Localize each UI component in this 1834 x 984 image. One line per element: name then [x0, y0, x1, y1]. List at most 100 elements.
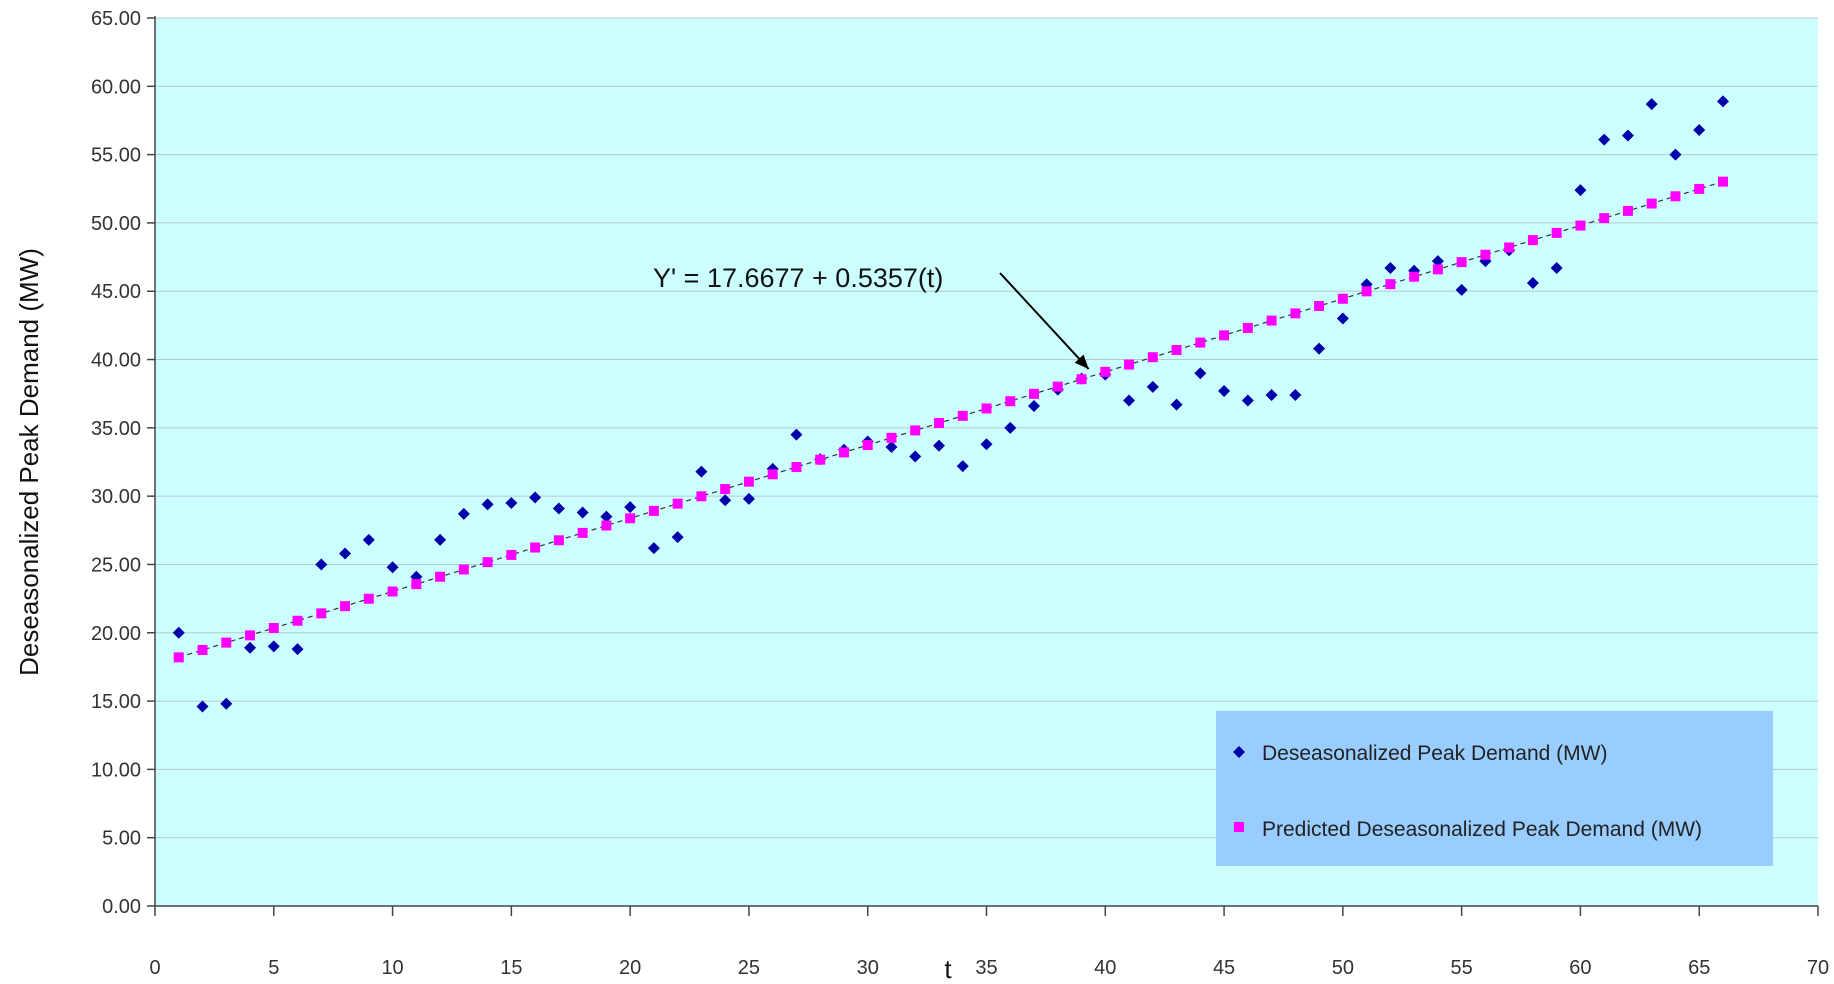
data-point-actual — [1431, 255, 1444, 268]
data-point-actual — [362, 533, 375, 546]
x-tick-label: 30 — [857, 957, 879, 979]
data-point-predicted — [1646, 198, 1657, 209]
data-point-predicted — [910, 425, 921, 436]
data-point-actual — [1313, 342, 1326, 355]
data-point-predicted — [363, 593, 374, 604]
data-point-actual — [1716, 95, 1729, 108]
data-point-actual — [742, 492, 755, 505]
data-point-actual — [909, 450, 922, 463]
legend-label-predicted: Predicted Deseasonalized Peak Demand (MW… — [1262, 818, 1702, 841]
data-point-actual — [1645, 98, 1658, 111]
data-point-actual — [196, 700, 209, 713]
data-point-actual — [339, 547, 352, 560]
legend-marker-diamond — [1233, 746, 1245, 758]
data-point-predicted — [340, 601, 351, 612]
gridlines — [155, 17, 1818, 839]
data-point-actual — [932, 439, 945, 452]
data-point-predicted — [933, 418, 944, 429]
data-point-actual — [1455, 283, 1468, 296]
data-point-actual — [505, 496, 518, 509]
data-point-actual — [885, 440, 898, 453]
data-point-predicted — [245, 630, 256, 641]
data-point-predicted — [1409, 271, 1420, 282]
data-point-actual — [1336, 312, 1349, 325]
data-point-predicted — [221, 637, 232, 648]
data-point-predicted — [1219, 330, 1230, 341]
data-point-actual — [434, 533, 447, 546]
data-point-predicted — [743, 476, 754, 487]
data-point-predicted — [815, 454, 826, 465]
x-tick-label: 15 — [500, 957, 522, 979]
y-tick-label: 40.00 — [91, 350, 141, 372]
x-tick-label: 45 — [1213, 957, 1235, 979]
data-point-actual — [481, 498, 494, 511]
equation-annotation: Y' = 17.6677 + 0.5357(t) — [653, 263, 1090, 370]
data-point-predicted — [1076, 374, 1087, 385]
legend-box — [1216, 711, 1773, 866]
y-tick-label: 15.00 — [91, 691, 141, 713]
data-point-actual — [1241, 394, 1254, 407]
y-tick-label: 55.00 — [91, 145, 141, 167]
data-point-actual — [980, 438, 993, 451]
data-point-actual — [552, 502, 565, 515]
data-point-predicted — [435, 571, 446, 582]
y-tick-label: 65.00 — [91, 8, 141, 30]
data-point-actual — [1598, 133, 1611, 146]
y-axis-title: Deseasonalized Peak Demand (MW) — [14, 248, 44, 676]
data-point-predicted — [957, 410, 968, 421]
data-point-predicted — [553, 535, 564, 546]
data-point-actual — [267, 640, 280, 653]
data-point-predicted — [1147, 352, 1158, 363]
data-point-predicted — [482, 557, 493, 568]
data-point-actual — [1170, 398, 1183, 411]
x-tick-label: 40 — [1094, 957, 1116, 979]
data-point-predicted — [1575, 220, 1586, 231]
x-tick-label: 55 — [1451, 957, 1473, 979]
equation-label: Y' = 17.6677 + 0.5357(t) — [653, 263, 943, 293]
data-point-predicted — [530, 542, 541, 553]
data-point-predicted — [1337, 293, 1348, 304]
x-tick-label: 5 — [268, 957, 279, 979]
data-point-predicted — [1599, 213, 1610, 224]
axes — [147, 16, 1819, 916]
x-tick-label: 60 — [1569, 957, 1591, 979]
data-point-predicted — [1314, 300, 1325, 311]
data-point-predicted — [1005, 396, 1016, 407]
data-point-actual — [790, 428, 803, 441]
data-point-actual — [1550, 262, 1563, 275]
data-point-predicted — [387, 586, 398, 597]
data-point-actual — [1526, 277, 1539, 290]
data-point-actual — [671, 531, 684, 544]
data-point-predicted — [1717, 176, 1728, 187]
x-tick-label: 70 — [1807, 957, 1829, 979]
data-point-actual — [386, 561, 399, 574]
data-point-predicted — [1266, 315, 1277, 326]
data-point-actual — [291, 643, 304, 656]
data-point-predicted — [1029, 388, 1040, 399]
y-tick-label: 0.00 — [102, 896, 141, 918]
data-point-actual — [1218, 384, 1231, 397]
x-tick-label: 35 — [975, 957, 997, 979]
x-tick-label: 0 — [149, 957, 160, 979]
data-point-predicted — [672, 498, 683, 509]
data-point-actual — [220, 697, 233, 710]
data-point-actual — [956, 460, 969, 473]
data-point-actual — [1669, 148, 1682, 161]
data-point-actual — [457, 507, 470, 520]
x-tick-label: 50 — [1332, 957, 1354, 979]
equation-arrow — [999, 272, 1090, 370]
data-point-predicted — [577, 527, 588, 538]
y-tick-label: 60.00 — [91, 76, 141, 98]
data-point-actual — [244, 641, 257, 654]
y-tick-label: 50.00 — [91, 213, 141, 235]
data-point-predicted — [791, 462, 802, 473]
tick-labels: 0.00 5.00 10.00 15.00 20.00 25.00 30.00 35.00 40… — [91, 8, 1829, 979]
data-point-predicted — [316, 608, 327, 619]
x-tick-label: 65 — [1688, 957, 1710, 979]
data-point-predicted — [767, 469, 778, 480]
data-point-actual — [1693, 124, 1706, 137]
data-point-predicted — [1432, 264, 1443, 275]
data-point-predicted — [1361, 286, 1372, 297]
y-tick-label: 45.00 — [91, 281, 141, 303]
data-point-predicted — [838, 447, 849, 458]
